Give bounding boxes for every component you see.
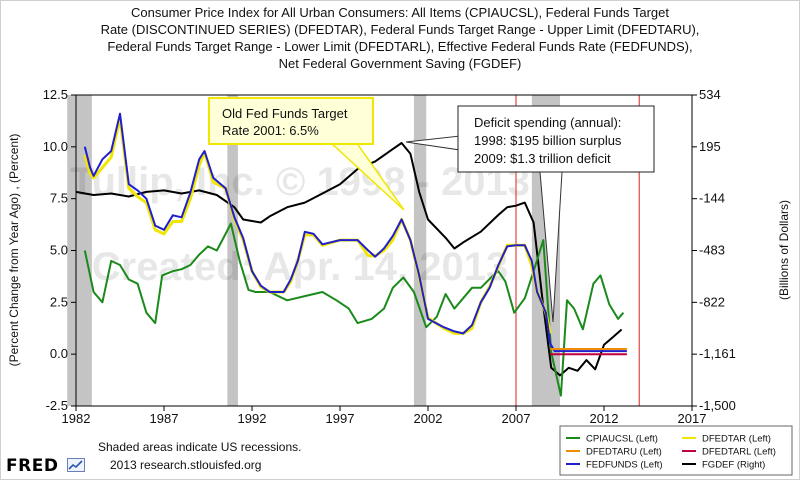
y-left-tick-label: -2.5 (46, 398, 68, 413)
y-left-tick-label: 0.0 (50, 346, 68, 361)
x-tick-label-1992: 1992 (238, 411, 267, 426)
fred-logo-chart-icon (66, 458, 85, 472)
series-cpiaucsl (83, 222, 625, 397)
watermark: Tullip, Inc. © 1998 - 2013 Created: Apr.… (70, 160, 530, 289)
series-fedfunds (83, 112, 627, 353)
y-left-tick-label: 7.5 (50, 191, 68, 206)
x-tick-label-2017: 2017 (678, 411, 707, 426)
title-line-4: Net Federal Government Saving (FGDEF) (278, 56, 522, 71)
recession-band-1 (67, 95, 92, 406)
x-tick-label-1982: 1982 (62, 411, 91, 426)
x-tick-label-2002: 2002 (414, 411, 443, 426)
legend-label-dfedtarl: DFEDTARL (Left) (702, 447, 776, 458)
series-fgdef (75, 142, 623, 377)
annotation-fed-target: Old Fed Funds Target Rate 2001: 6.5% (208, 97, 405, 211)
source-note: 2013 research.stlouisfed.org (110, 458, 262, 472)
legend-box (559, 425, 793, 476)
deficit-line-1: Deficit spending (annual): (474, 115, 621, 130)
y-right-tick-label: -483 (699, 243, 725, 258)
legend-label-cpiaucsl: CPIAUCSL (Left) (586, 434, 658, 445)
legend-label-dfedtar: DFEDTAR (Left) (702, 434, 771, 445)
deficit-line-3: 2009: $1.3 trillion deficit (474, 151, 611, 166)
title-line-1: Consumer Price Index for All Urban Consu… (130, 5, 670, 20)
y-right-tick-label: 534 (699, 87, 721, 102)
recession-band-2 (227, 95, 238, 406)
deficit-line-2: 1998: $195 billion surplus (474, 133, 622, 148)
y-axis-right-label: (Billions of Dollars) (777, 200, 791, 300)
callout-line-1: Old Fed Funds Target (222, 106, 348, 121)
watermark-line-1: Tullip, Inc. © 1998 - 2013 (70, 160, 530, 204)
legend-label-dfedtaru: DFEDTARU (Left) (586, 447, 662, 458)
y-axis-right: 534 195 -144 -483 -822 -1,161 -1,500 (692, 87, 736, 413)
x-tick-label-2007: 2007 (502, 411, 531, 426)
y-right-tick-label: -144 (699, 191, 725, 206)
callout-box-deficit (457, 105, 655, 173)
x-tick-label-2012: 2012 (590, 411, 619, 426)
chart-title: Consumer Price Index for All Urban Consu… (0, 4, 800, 72)
y-left-tick-label: 2.5 (50, 294, 68, 309)
y-left-tick-label: 10.0 (43, 139, 68, 154)
legend: CPIAUCSL (Left) DFEDTAR (Left) DFEDTARU (L… (559, 425, 793, 476)
annotation-deficit: Deficit spending (annual): 1998: $195 bi… (405, 105, 655, 323)
fred-logo: FRED (6, 456, 85, 476)
y-left-tick-label: 5.0 (50, 243, 68, 258)
y-right-tick-label: -1,500 (699, 398, 736, 413)
legend-label-fgdef: FGDEF (Right) (702, 460, 765, 471)
callout-line-2: Rate 2001: 6.5% (222, 123, 319, 138)
x-tick-label-1987: 1987 (150, 411, 179, 426)
y-axis-left-label: (Percent Change from Year Ago) , (Percen… (7, 134, 21, 367)
fred-logo-text: FRED (6, 456, 59, 476)
legend-label-fedfunds: FEDFUNDS (Left) (586, 460, 663, 471)
y-right-tick-label: -1,161 (699, 346, 736, 361)
y-right-tick-label: -822 (699, 294, 725, 309)
y-left-tick-label: 12.5 (43, 87, 68, 102)
x-axis: 1982 1987 1992 1997 2002 2007 2012 2017 (62, 406, 707, 426)
title-line-3: Federal Funds Target Range - Lower Limit… (107, 39, 693, 54)
y-axis-left: -2.5 0.0 2.5 5.0 7.5 10.0 12.5 (43, 87, 76, 413)
recession-band-3 (413, 95, 427, 406)
series-lines (75, 112, 627, 397)
recession-note: Shaded areas indicate US recessions. (98, 440, 302, 454)
x-tick-label-1997: 1997 (326, 411, 355, 426)
title-line-2: Rate (DISCONTINUED SERIES) (DFEDTAR), Fe… (100, 22, 700, 37)
callout-box (208, 97, 374, 145)
y-right-tick-label: 195 (699, 139, 721, 154)
